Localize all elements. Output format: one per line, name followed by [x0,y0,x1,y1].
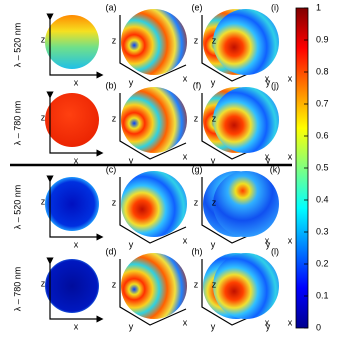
axis-label: x [183,73,188,83]
row-label: λ – 780 nm [12,101,22,146]
tick-label: 0.5 [316,162,329,172]
panel-label: (g) [192,164,203,174]
axes [119,259,187,326]
axis-label: z [194,35,199,45]
tick-label: 0.3 [316,226,329,236]
tick-label: 1 [316,2,321,12]
axis-label: y [211,77,216,87]
sphere [121,9,187,75]
axis-label: y [129,77,134,87]
axis-label: x [74,77,79,87]
tick-label: 0.9 [316,34,329,44]
sphere [213,253,279,319]
row-label: λ – 520 nm [12,185,22,230]
axis-label: x [265,317,270,327]
panel-label: (h) [192,246,203,256]
axis-label: z [41,278,46,288]
axis-label: x [265,235,270,245]
axis-label: z [112,197,117,207]
axis-label: z [212,279,217,289]
axis-label: x [74,321,79,331]
panel-label: (l) [271,246,279,256]
axis-label: x [265,151,270,161]
axis-label: x [183,235,188,245]
tick-label: 0.2 [316,258,329,268]
sphere [45,177,99,231]
sphere [213,87,279,153]
axis-label: z [112,35,117,45]
axes [46,175,104,241]
axis-label: z [41,196,46,206]
panel-label: (j) [271,80,279,90]
axis-label: x [74,155,79,165]
sphere [121,87,187,153]
axis-label: y [129,239,134,249]
tick-label: 0.1 [316,290,329,300]
panel-label: (e) [192,2,203,12]
sphere [45,93,99,147]
axis-label: z [112,279,117,289]
axis-label: z [194,113,199,123]
axis-label: y [211,321,216,331]
panel-label: (c) [106,164,117,174]
tick-label: 0.7 [316,98,329,108]
axis-label: x [183,151,188,161]
axis-label: y [129,155,134,165]
axis-label: y [266,239,271,249]
axis-label: y [266,155,271,165]
axis-label: x [288,73,293,83]
axis-label: z [41,34,46,44]
sphere [45,259,99,313]
axis-label: x [183,317,188,327]
panel-label: (k) [270,164,281,174]
axes [119,177,187,244]
axis-label: z [212,197,217,207]
axes [46,91,104,157]
axis-label: z [194,279,199,289]
axis-label: y [266,77,271,87]
axis-label: x [288,235,293,245]
panel-label: (a) [106,2,117,12]
axis-label: y [211,155,216,165]
axis-label: x [265,73,270,83]
axis-label: y [211,239,216,249]
panel-label: (b) [106,80,117,90]
sphere [121,171,187,237]
axis-label: z [41,112,46,122]
axes [46,13,104,79]
panel-label: (i) [271,2,279,12]
sphere [213,9,279,75]
axes [119,93,187,160]
row-label: λ – 780 nm [12,267,22,312]
axes [119,15,187,82]
row-label: λ – 520 nm [12,23,22,68]
sphere [213,171,279,237]
tick-label: 0.4 [316,194,329,204]
sphere [45,15,99,69]
axes [46,257,104,323]
axis-label: x [288,317,293,327]
axis-label: y [129,321,134,331]
axis-label: z [212,35,217,45]
axis-label: z [194,197,199,207]
axis-label: x [74,239,79,249]
axis-label: z [112,113,117,123]
panel-label: (d) [106,246,117,256]
sphere [121,253,187,319]
tick-label: 0.8 [316,66,329,76]
axis-label: z [212,113,217,123]
tick-label: 0.6 [316,130,329,140]
axis-label: y [266,321,271,331]
axis-label: x [288,151,293,161]
tick-label: 0 [316,322,321,332]
panel-label: (f) [193,80,202,90]
